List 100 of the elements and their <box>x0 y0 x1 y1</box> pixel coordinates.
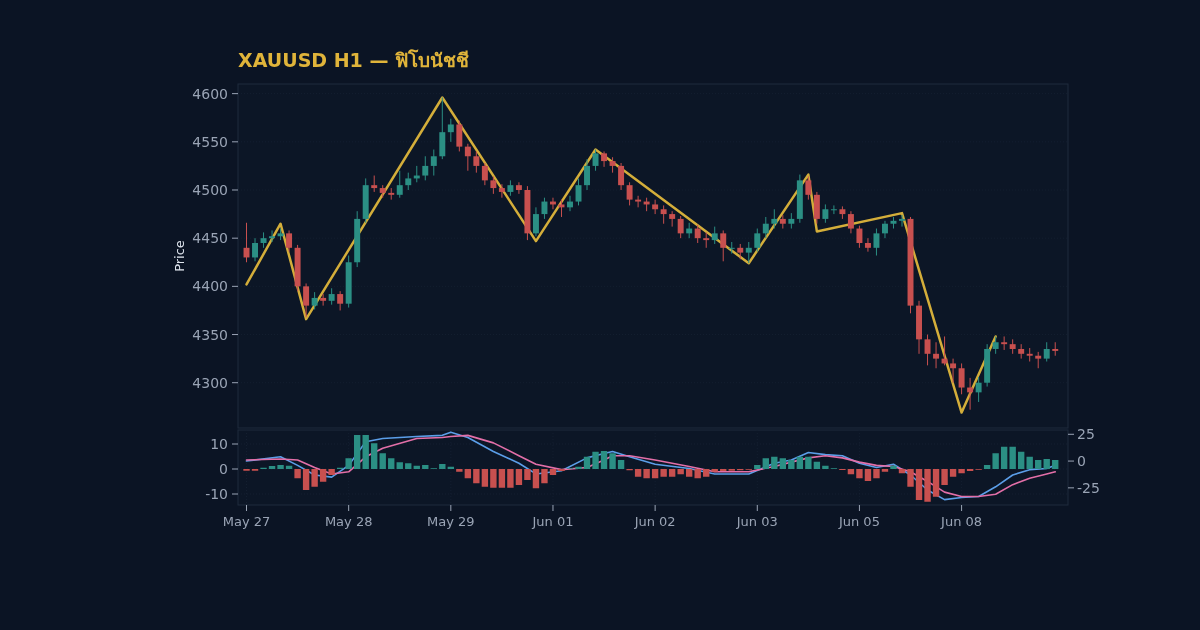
candlestick <box>830 204 837 215</box>
x-tick-label: Jun 03 <box>735 514 778 529</box>
candlestick <box>694 224 701 244</box>
candlestick <box>728 241 735 255</box>
bar <box>1026 456 1033 469</box>
bar <box>634 469 642 477</box>
bar <box>388 458 395 469</box>
bar <box>779 458 787 469</box>
bar <box>490 469 497 488</box>
bar <box>762 458 769 469</box>
bar <box>541 469 548 484</box>
bar <box>932 469 940 497</box>
bar <box>617 460 625 469</box>
candlestick <box>481 162 488 186</box>
x-tick-label: Jun 08 <box>940 514 983 529</box>
x-tick-label: Jun 02 <box>633 514 676 529</box>
candlestick <box>703 231 710 249</box>
chart-title: XAUUSD H1 — ฟิโบนัชชี <box>238 49 470 71</box>
bar <box>703 469 710 477</box>
bar <box>456 469 463 472</box>
bar <box>524 469 531 480</box>
y-tick-label: 4500 <box>192 181 228 198</box>
y-tick-label: -10 <box>205 486 228 502</box>
bar <box>600 451 608 469</box>
bar <box>668 469 676 477</box>
candlestick <box>269 229 276 243</box>
candlestick <box>541 197 548 220</box>
candlestick <box>873 228 880 257</box>
y-tick-label: 4300 <box>192 374 228 391</box>
candlestick <box>447 118 454 143</box>
bar <box>788 460 795 469</box>
candlestick <box>864 237 871 253</box>
candlestick <box>677 215 684 239</box>
candlestick <box>430 149 437 177</box>
bar <box>592 451 599 469</box>
bar <box>660 469 667 477</box>
bar <box>549 469 557 475</box>
bar <box>362 435 369 469</box>
bar <box>992 453 999 469</box>
bar <box>813 461 821 469</box>
bar <box>405 463 412 469</box>
x-tick-label: Jun 05 <box>837 514 880 529</box>
bar <box>328 469 335 475</box>
line-series <box>245 96 997 414</box>
bar <box>643 469 650 479</box>
bar <box>685 469 693 477</box>
candlestick <box>924 334 931 366</box>
bar <box>302 469 310 490</box>
bar <box>311 469 318 487</box>
candlestick <box>1001 335 1008 351</box>
bar <box>379 453 386 469</box>
bar <box>345 458 352 469</box>
bar <box>873 469 880 479</box>
candlestick <box>618 162 625 191</box>
candlestick <box>762 216 769 239</box>
bar <box>532 469 540 489</box>
candlestick <box>592 149 599 172</box>
bar <box>464 469 472 479</box>
bar <box>890 465 897 469</box>
bar <box>575 466 582 469</box>
candlestick <box>456 120 463 152</box>
candlestick <box>626 181 633 206</box>
bar <box>771 456 778 469</box>
y2-tick-label: -25 <box>1077 479 1100 496</box>
candlestick <box>635 195 642 208</box>
bar <box>422 465 429 469</box>
y-tick-label: 4600 <box>192 85 228 102</box>
candlestick <box>882 220 888 239</box>
bar <box>396 462 403 469</box>
y-axis-title: Price <box>172 240 187 272</box>
candlestick <box>745 241 752 264</box>
candlestick <box>660 204 667 225</box>
bar <box>1043 459 1050 469</box>
y2-tick-label: 0 <box>1077 453 1086 470</box>
bar <box>941 469 948 485</box>
y-tick-label: 10 <box>210 436 228 452</box>
bar <box>473 469 480 484</box>
y-tick-label: 4450 <box>192 230 228 247</box>
y2-tick-label: 25 <box>1077 426 1095 443</box>
candlestick <box>498 183 505 199</box>
bar <box>1035 460 1042 469</box>
bar <box>694 469 701 479</box>
candlestick <box>847 210 854 234</box>
candlestick <box>975 376 982 403</box>
bar <box>277 465 284 469</box>
bar <box>924 469 931 502</box>
bar <box>353 435 361 469</box>
candlestick <box>805 176 812 201</box>
candlestick <box>532 206 539 237</box>
bar <box>711 469 718 472</box>
candlestick <box>515 181 522 195</box>
candlestick <box>396 170 403 199</box>
bar <box>856 469 863 479</box>
candlestick <box>422 155 429 181</box>
candlestick <box>473 150 480 174</box>
candlestick <box>303 282 310 318</box>
bar <box>881 469 889 472</box>
bar <box>294 469 301 479</box>
bar <box>481 469 489 487</box>
candlestick <box>899 214 905 228</box>
